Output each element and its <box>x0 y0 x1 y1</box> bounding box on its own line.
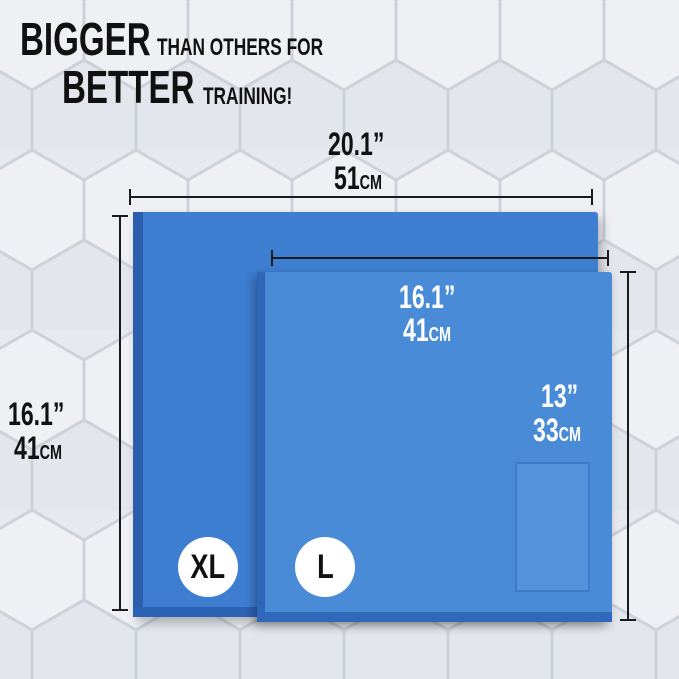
xl-height-cm: 41CM <box>14 430 63 466</box>
l-width-dimension-line <box>272 257 608 259</box>
tick <box>607 250 609 266</box>
tick <box>271 250 273 266</box>
headline-training: TRAINING! <box>203 83 293 110</box>
xl-width-cm: 51CM <box>334 160 383 196</box>
headline-bigger: BIGGER <box>20 13 151 65</box>
xl-size-label: XL <box>190 547 226 586</box>
l-height-cm: 33CM <box>533 412 582 448</box>
xl-width-inches: 20.1” <box>328 126 385 162</box>
l-size-badge: L <box>295 537 355 597</box>
l-width-inches: 16.1” <box>399 279 456 315</box>
brand-logo <box>515 462 590 592</box>
l-size-label: L <box>316 547 334 586</box>
tick <box>620 271 636 273</box>
tick <box>112 215 128 217</box>
tick <box>591 189 593 205</box>
xl-height-inches: 16.1” <box>8 396 65 432</box>
l-height-dimension-line <box>627 272 629 620</box>
l-width-cm: 41CM <box>403 312 452 348</box>
xl-width-dimension-line <box>130 196 592 198</box>
tick <box>620 619 636 621</box>
l-height-inches: 13” <box>541 378 579 414</box>
xl-height-dimension-line <box>119 215 121 610</box>
xl-size-badge: XL <box>178 537 238 597</box>
headline-better: BETTER <box>62 61 195 113</box>
tick <box>129 189 131 205</box>
headline-than-others: THAN OTHERS FOR <box>157 34 324 61</box>
tick <box>112 609 128 611</box>
